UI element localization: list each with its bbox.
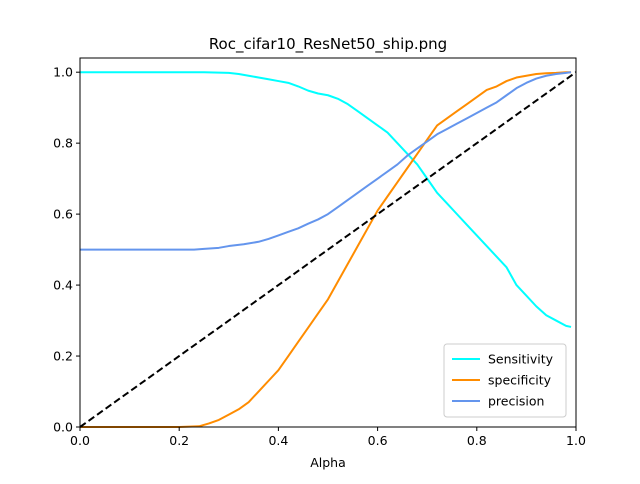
axes-frame: [79, 57, 577, 428]
x-tick-label: 0.4: [268, 433, 288, 448]
x-tick-label: 1.0: [566, 433, 586, 448]
x-axis-label: Alpha: [310, 455, 346, 470]
sensitivity-line: [80, 71, 572, 328]
legend: Sensitivity specificity precision: [443, 343, 567, 418]
sensitivity-legend-label: Sensitivity: [488, 352, 554, 367]
x-tick-label: 0.2: [169, 433, 189, 448]
y-tick-label: 1.0: [53, 65, 73, 80]
y-tick-label: 0.0: [53, 420, 73, 435]
x-tick-label: 0.6: [368, 433, 388, 448]
x-axis: 0.0 0.2 0.4 0.6 0.8 1.0: [70, 427, 586, 448]
plot-area: [79, 71, 577, 428]
y-tick-label: 0.8: [53, 136, 73, 151]
y-tick-label: 0.6: [53, 207, 73, 222]
specificity-line: [80, 71, 572, 428]
y-tick-label: 0.4: [53, 278, 73, 293]
legend-box: [443, 343, 567, 418]
chart-title: Roc_cifar10_ResNet50_ship.png: [209, 35, 447, 54]
diagonal-reference-line: [79, 71, 577, 428]
x-tick-label: 0.0: [70, 433, 90, 448]
precision-line: [80, 71, 572, 251]
y-tick-label: 0.2: [53, 349, 73, 364]
x-tick-label: 0.8: [467, 433, 487, 448]
specificity-legend-label: specificity: [488, 373, 552, 388]
precision-legend-label: precision: [488, 394, 544, 409]
y-axis: 0.0 0.2 0.4 0.6 0.8 1.0: [53, 65, 80, 435]
